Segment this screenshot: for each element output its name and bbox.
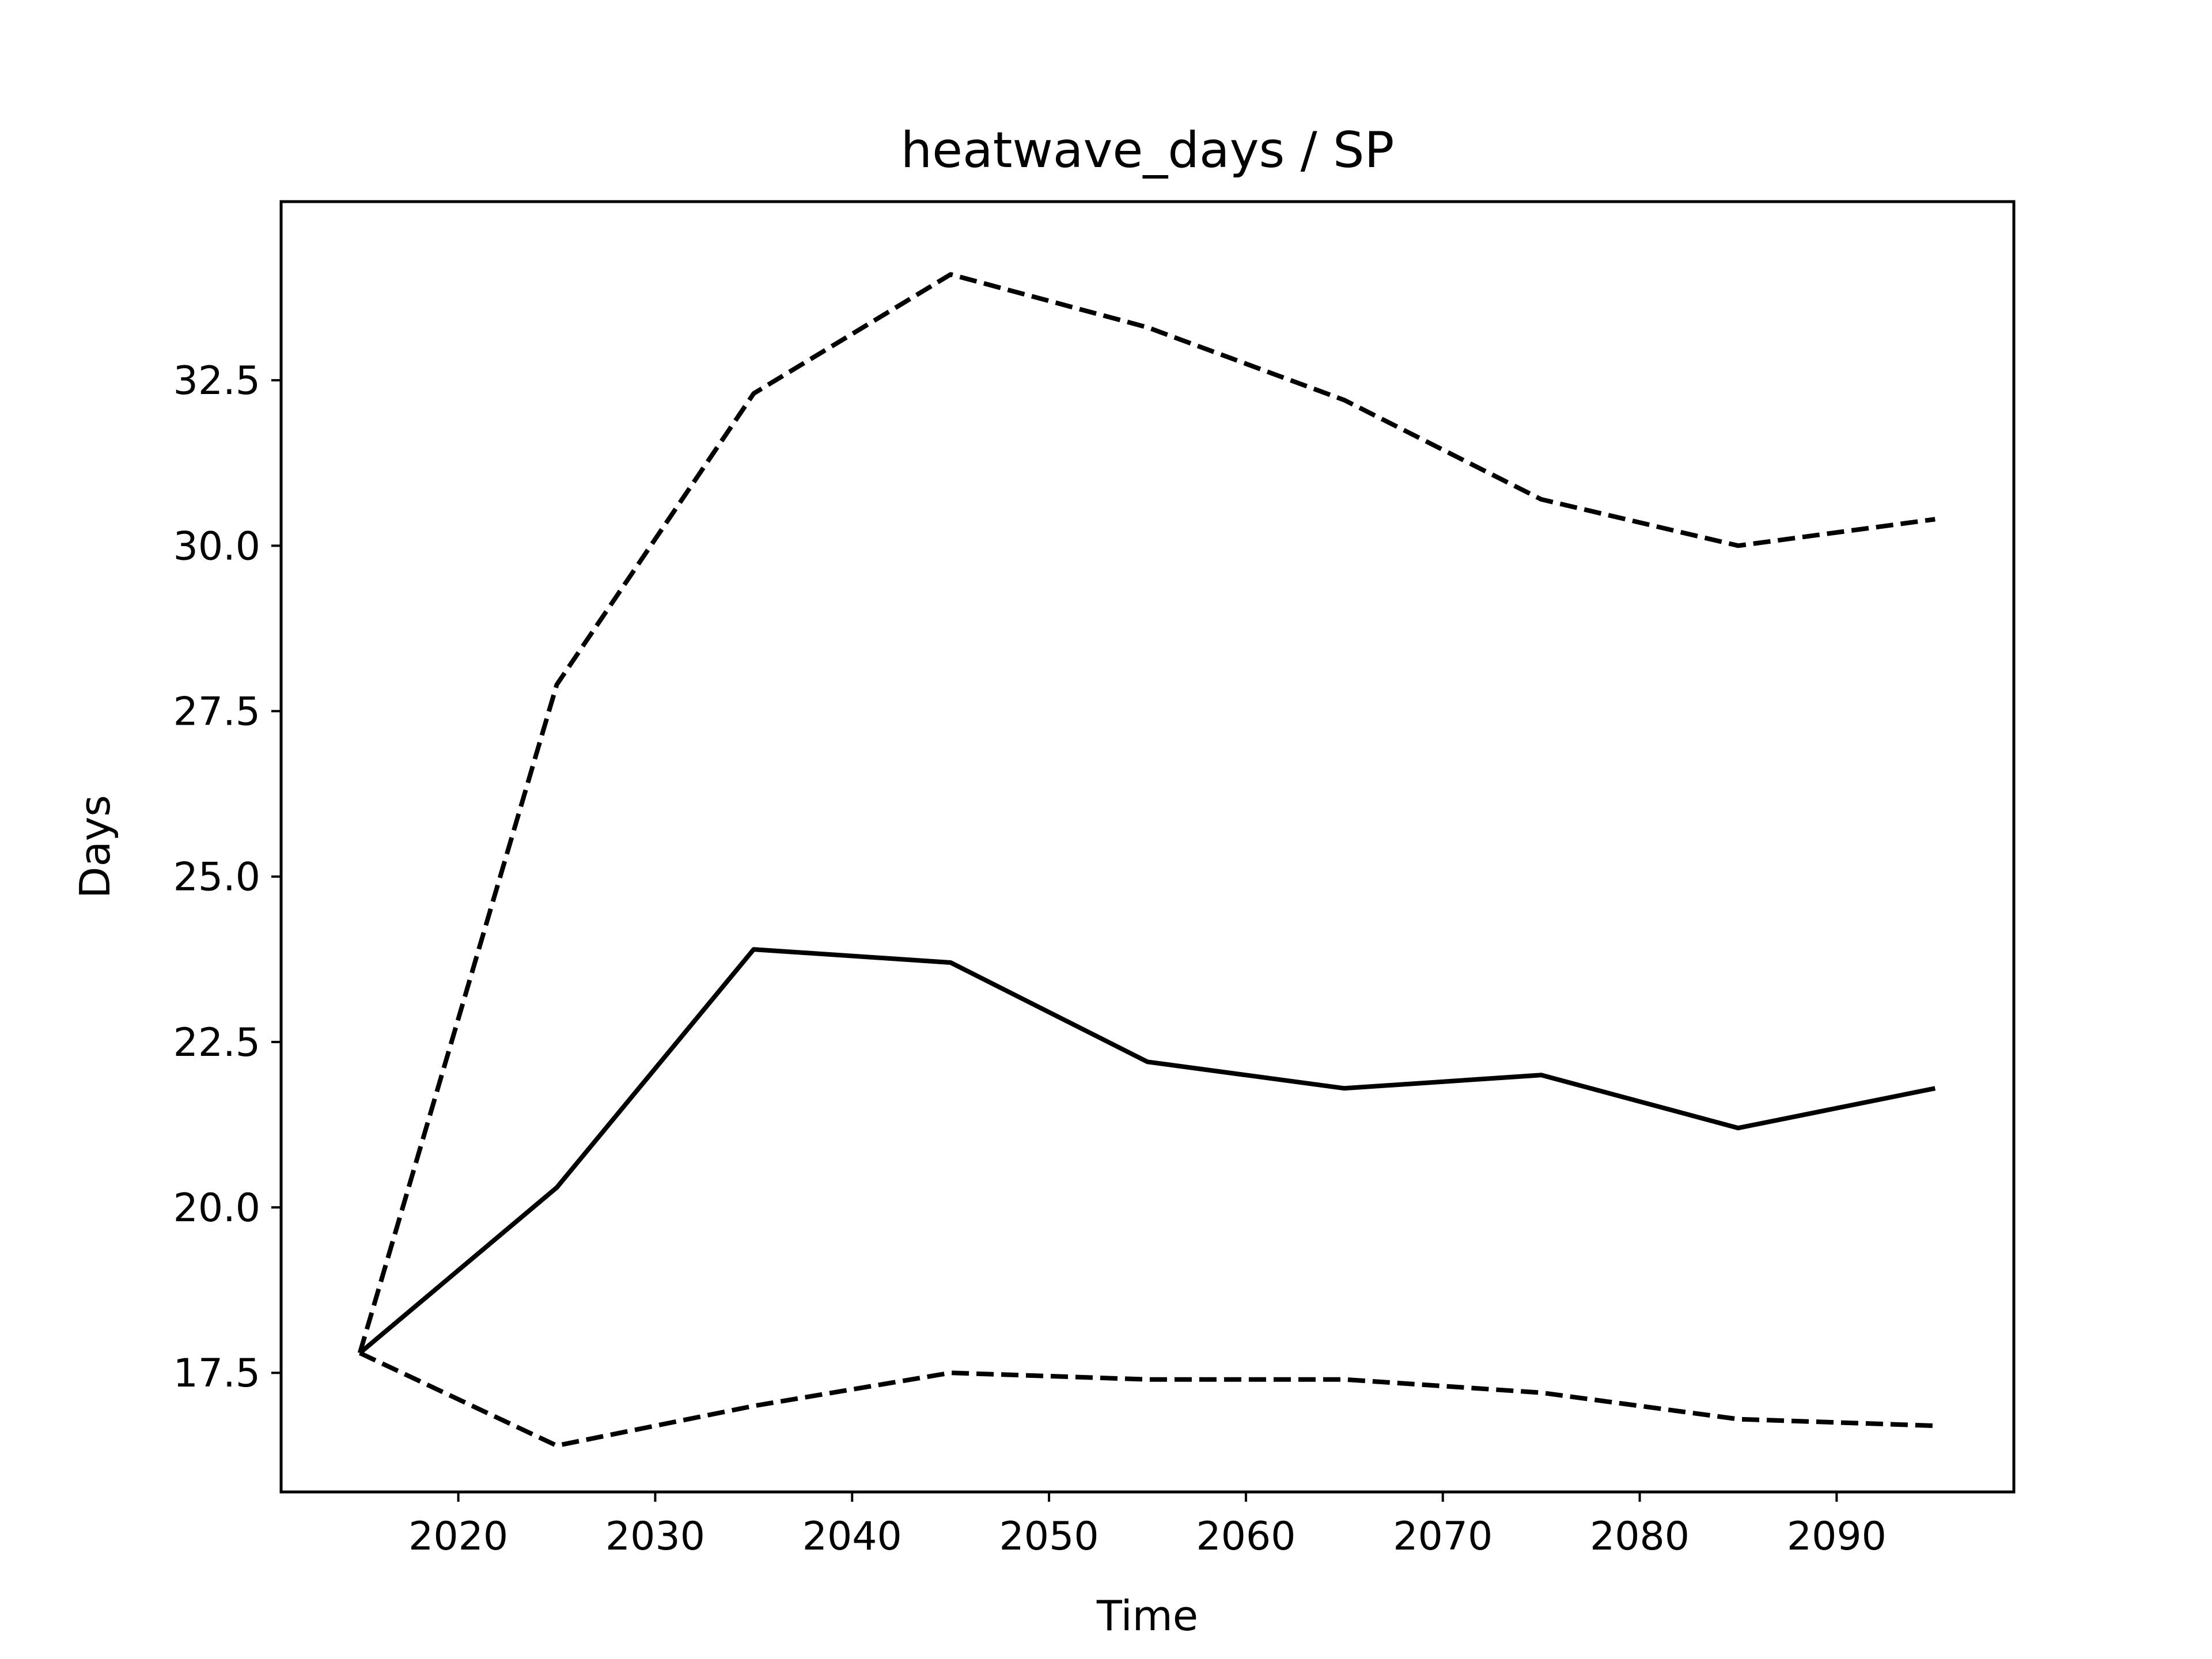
series-line-1: [357, 272, 1936, 1354]
series-line-3: [358, 1351, 1936, 1448]
series-line-2: [358, 947, 1936, 1355]
plot-frame: [279, 200, 2016, 1494]
y-tick-label: 22.5: [173, 1020, 260, 1066]
y-axis-ticks: 17.5 20.0 22.5 25.0 27.5 30.0 32.5: [173, 358, 281, 1396]
y-tick-label: 32.5: [173, 358, 260, 404]
y-tick-label: 25.0: [173, 855, 260, 900]
y-tick-label: 20.0: [173, 1185, 260, 1231]
x-tick-label: 2020: [408, 1514, 508, 1559]
x-tick-label: 2050: [999, 1514, 1099, 1559]
y-tick-label: 30.0: [173, 524, 260, 569]
x-tick-label: 2040: [802, 1514, 902, 1559]
chart-title: heatwave_days / SP: [901, 122, 1395, 179]
y-axis-label: Days: [71, 795, 119, 899]
x-tick-label: 2070: [1393, 1514, 1493, 1559]
series-layer: [357, 272, 1936, 1448]
x-tick-label: 2090: [1787, 1514, 1887, 1559]
x-tick-label: 2080: [1590, 1514, 1690, 1559]
y-tick-label: 17.5: [173, 1351, 260, 1396]
x-tick-label: 2030: [605, 1514, 705, 1559]
x-axis-label: Time: [1096, 1592, 1198, 1640]
x-axis-ticks: 2020 2030 2040 2050 2060 2070 2080 2090: [408, 1492, 1887, 1559]
x-tick-label: 2060: [1196, 1514, 1296, 1559]
y-tick-label: 27.5: [173, 690, 260, 735]
